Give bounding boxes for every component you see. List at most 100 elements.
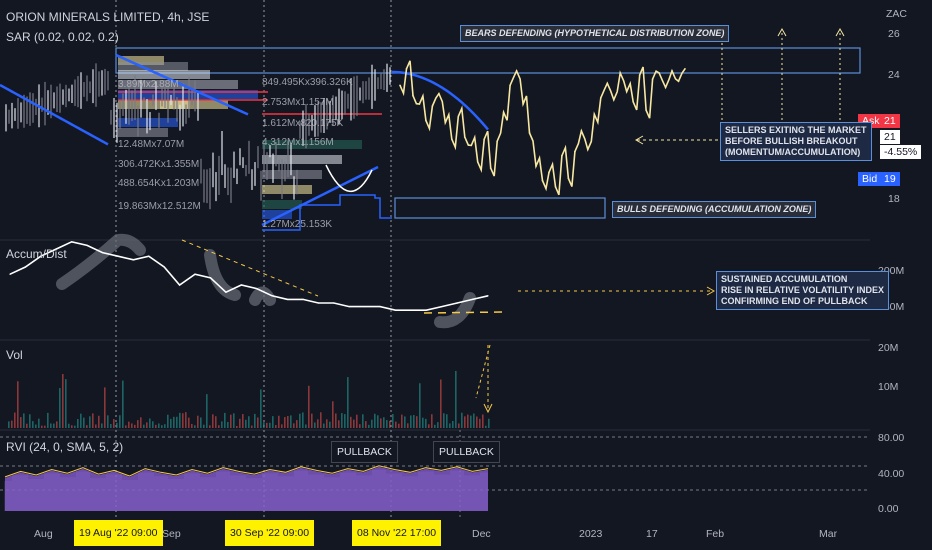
volume-bar-452 xyxy=(452,420,454,428)
volume-bar-8 xyxy=(8,421,10,428)
volume-bar-359 xyxy=(359,424,361,428)
volume-bar-239 xyxy=(239,418,241,428)
volume-bar-68 xyxy=(68,423,70,428)
price-point-29 xyxy=(587,148,589,151)
price-point-21 xyxy=(535,165,537,167)
volume-profile-label-2: 1.612Mx820.175K xyxy=(262,118,344,129)
vol-tick-20m: 20M xyxy=(878,342,899,354)
volume-bar-251 xyxy=(251,425,253,428)
volume-bar-128 xyxy=(128,421,130,428)
ad-point-21 xyxy=(333,302,335,304)
volume-bar-230 xyxy=(230,414,232,428)
volume-bar-380 xyxy=(380,418,382,428)
price-point-36 xyxy=(632,101,634,103)
price-point-16 xyxy=(502,111,505,114)
price-line xyxy=(399,60,686,196)
volume-bar-305 xyxy=(305,424,307,428)
price-point-31 xyxy=(599,96,602,99)
ad-point-31 xyxy=(487,295,489,297)
pullback-label-1: PULLBACK xyxy=(331,441,398,463)
volume-bar-386 xyxy=(386,420,388,428)
volume-bar-242 xyxy=(242,414,244,428)
volume-bar-227 xyxy=(227,421,229,428)
price-point-39 xyxy=(651,78,654,80)
volume-bar-410 xyxy=(410,415,412,428)
volume-bar-11 xyxy=(11,420,13,428)
volume-bar-176 xyxy=(176,416,178,428)
sar-legend: SAR (0.02, 0.02, 0.2) xyxy=(6,30,119,44)
volume-profile-label-8: 3.89Mx2.88M xyxy=(118,79,179,90)
last-price: 21 xyxy=(880,130,900,144)
volume-bar-104 xyxy=(104,387,106,428)
volume-bar-434 xyxy=(434,424,436,428)
volume-bar-50 xyxy=(50,423,52,428)
vol-tick-10m: 10M xyxy=(878,381,899,393)
ad-highlight-3 xyxy=(249,286,276,306)
price-tick-18: 18 xyxy=(888,193,900,205)
volume-bar-263 xyxy=(263,422,265,428)
volume-bar-365 xyxy=(365,421,367,428)
ad-point-1 xyxy=(24,266,27,268)
volume-bar-407 xyxy=(407,423,409,428)
volume-bar-26 xyxy=(26,423,28,428)
ad-point-12 xyxy=(194,273,196,275)
price-point-18 xyxy=(515,70,518,72)
price-point-17 xyxy=(509,84,511,87)
sellers-note: SELLERS EXITING THE MARKET BEFORE BULLIS… xyxy=(720,122,872,161)
volume-bar-29 xyxy=(29,414,31,428)
ad-highlight-2 xyxy=(204,249,241,301)
volume-bar-62 xyxy=(62,373,64,428)
sellers-line-1: SELLERS EXITING THE MARKET xyxy=(725,125,867,135)
ad-point-8 xyxy=(132,259,134,261)
vol-arrow-head xyxy=(483,403,493,414)
up-arrow-head-1 xyxy=(777,27,787,37)
ad-point-14 xyxy=(225,291,227,293)
x-tick-sep: Sep xyxy=(162,528,181,540)
volume-bar-299 xyxy=(299,413,301,428)
bears-zone-rect xyxy=(115,47,861,74)
volume-bar-140 xyxy=(140,417,142,428)
volume-bar-161 xyxy=(161,425,163,428)
volume-bar-86 xyxy=(86,425,88,428)
pullback-label-2: PULLBACK xyxy=(433,441,500,463)
price-point-22 xyxy=(541,179,544,182)
volume-bar-206 xyxy=(206,394,208,428)
price-point-5 xyxy=(431,105,434,107)
volume-profile-label-5: 488.654Kx1.203M xyxy=(118,178,200,189)
volume-profile-bar-0 xyxy=(118,56,164,65)
volume-bar-188 xyxy=(188,417,190,428)
volume-bar-218 xyxy=(218,425,220,428)
price-point-6 xyxy=(438,92,440,95)
ad-highlight-1 xyxy=(56,233,146,290)
volume-bar-281 xyxy=(281,424,283,428)
bears-zone-label: BEARS DEFENDING (HYPOTHETICAL DISTRIBUTI… xyxy=(460,25,730,42)
x-tick-aug: Aug xyxy=(34,528,53,540)
volume-bar-419 xyxy=(419,383,421,428)
volume-bar-170 xyxy=(170,418,172,428)
volume-bar-323 xyxy=(323,423,325,428)
volume-bar-431 xyxy=(431,414,433,428)
volume-bar-293 xyxy=(293,423,295,428)
price-point-9 xyxy=(457,115,460,118)
currency-label: ZAC xyxy=(886,8,907,20)
volume-bar-47 xyxy=(47,412,49,428)
volume-bar-107 xyxy=(107,415,109,428)
volume-bar-335 xyxy=(335,413,337,428)
ad-point-7 xyxy=(117,255,119,257)
x-tick-dec: Dec xyxy=(472,528,491,540)
volume-profile-label-0: 849.495Kx396.326K xyxy=(262,77,353,88)
volume-bar-194 xyxy=(194,425,196,428)
volume-bar-149 xyxy=(149,418,151,428)
volume-bar-35 xyxy=(35,424,37,428)
price-point-42 xyxy=(671,70,673,72)
price-point-3 xyxy=(418,103,421,105)
ad-point-25 xyxy=(394,309,397,311)
bulls-zone-rect xyxy=(394,197,606,219)
volume-bar-200 xyxy=(200,417,202,428)
price-point-12 xyxy=(476,161,479,163)
volume-bar-338 xyxy=(338,420,340,428)
ad-point-16 xyxy=(256,288,258,290)
ad-point-15 xyxy=(240,284,242,286)
